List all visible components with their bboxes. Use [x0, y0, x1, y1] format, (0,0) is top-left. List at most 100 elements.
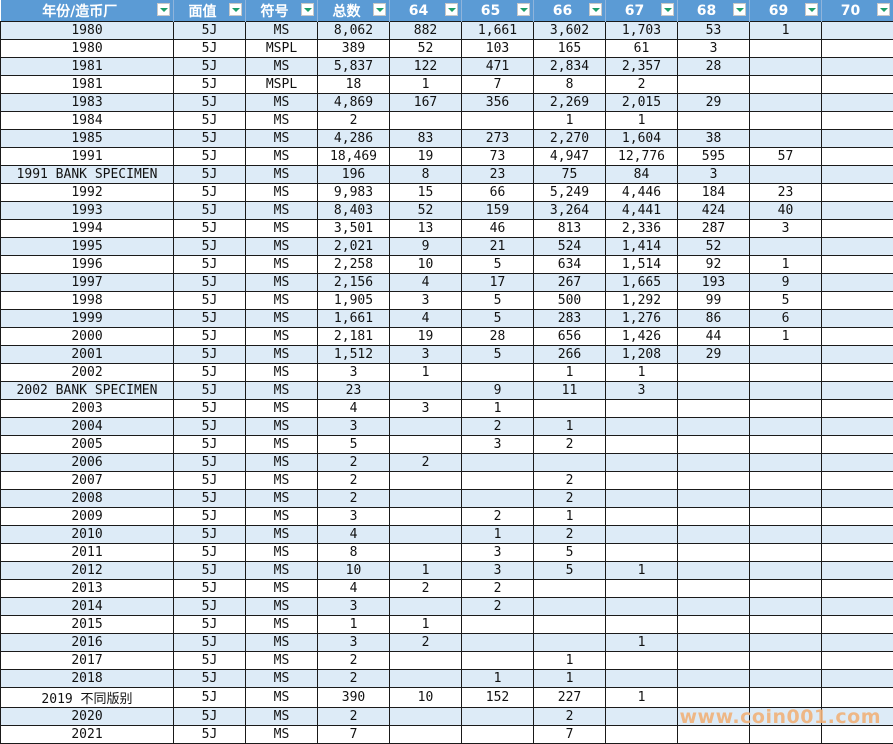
- table-cell[interactable]: 2015: [1, 616, 174, 634]
- filter-dropdown-icon[interactable]: [589, 3, 602, 16]
- table-cell[interactable]: [534, 616, 606, 634]
- table-cell[interactable]: 5J: [174, 652, 246, 670]
- table-cell[interactable]: 4,446: [606, 184, 678, 202]
- table-cell[interactable]: [678, 76, 750, 94]
- table-cell[interactable]: [678, 508, 750, 526]
- table-cell[interactable]: 2,156: [318, 274, 390, 292]
- table-cell[interactable]: [750, 238, 822, 256]
- table-cell[interactable]: 75: [534, 166, 606, 184]
- table-cell[interactable]: [822, 634, 893, 652]
- table-cell[interactable]: 5J: [174, 40, 246, 58]
- table-cell[interactable]: 5J: [174, 508, 246, 526]
- table-cell[interactable]: [678, 652, 750, 670]
- table-cell[interactable]: MS: [246, 22, 318, 40]
- table-cell[interactable]: MS: [246, 364, 318, 382]
- table-cell[interactable]: [750, 634, 822, 652]
- table-cell[interactable]: [750, 130, 822, 148]
- table-cell[interactable]: 23: [750, 184, 822, 202]
- table-cell[interactable]: 595: [678, 148, 750, 166]
- table-cell[interactable]: 92: [678, 256, 750, 274]
- table-cell[interactable]: [822, 346, 893, 364]
- table-cell[interactable]: 3: [390, 346, 462, 364]
- table-cell[interactable]: 1: [534, 112, 606, 130]
- table-cell[interactable]: [822, 490, 893, 508]
- table-cell[interactable]: [462, 454, 534, 472]
- table-cell[interactable]: 11: [534, 382, 606, 400]
- table-cell[interactable]: 21: [462, 238, 534, 256]
- table-cell[interactable]: 103: [462, 40, 534, 58]
- table-cell[interactable]: 5J: [174, 346, 246, 364]
- table-cell[interactable]: 1,292: [606, 292, 678, 310]
- table-cell[interactable]: [822, 310, 893, 328]
- table-cell[interactable]: [822, 382, 893, 400]
- column-header[interactable]: 66: [534, 0, 606, 22]
- table-cell[interactable]: 5: [318, 436, 390, 454]
- table-cell[interactable]: 5J: [174, 58, 246, 76]
- table-cell[interactable]: 66: [462, 184, 534, 202]
- filter-dropdown-icon[interactable]: [373, 3, 386, 16]
- table-cell[interactable]: MS: [246, 726, 318, 744]
- table-cell[interactable]: 1,661: [462, 22, 534, 40]
- table-cell[interactable]: 5: [462, 310, 534, 328]
- table-cell[interactable]: MS: [246, 454, 318, 472]
- table-cell[interactable]: 5J: [174, 670, 246, 688]
- table-cell[interactable]: [606, 616, 678, 634]
- table-cell[interactable]: 5J: [174, 148, 246, 166]
- table-cell[interactable]: [750, 472, 822, 490]
- filter-dropdown-icon[interactable]: [157, 3, 170, 16]
- table-cell[interactable]: 5J: [174, 310, 246, 328]
- table-cell[interactable]: 3: [678, 40, 750, 58]
- table-cell[interactable]: 500: [534, 292, 606, 310]
- table-cell[interactable]: [678, 634, 750, 652]
- table-cell[interactable]: 9,983: [318, 184, 390, 202]
- table-cell[interactable]: 2: [462, 418, 534, 436]
- table-cell[interactable]: 159: [462, 202, 534, 220]
- table-cell[interactable]: [606, 454, 678, 472]
- table-cell[interactable]: [606, 544, 678, 562]
- table-cell[interactable]: 18: [318, 76, 390, 94]
- table-cell[interactable]: 1992: [1, 184, 174, 202]
- table-cell[interactable]: [678, 436, 750, 454]
- table-cell[interactable]: 193: [678, 274, 750, 292]
- table-cell[interactable]: 165: [534, 40, 606, 58]
- table-cell[interactable]: MS: [246, 274, 318, 292]
- table-cell[interactable]: 1,604: [606, 130, 678, 148]
- table-cell[interactable]: 2,181: [318, 328, 390, 346]
- table-cell[interactable]: 3: [318, 418, 390, 436]
- table-cell[interactable]: [606, 526, 678, 544]
- table-cell[interactable]: 10: [318, 562, 390, 580]
- table-cell[interactable]: [390, 472, 462, 490]
- table-cell[interactable]: 389: [318, 40, 390, 58]
- table-cell[interactable]: [822, 328, 893, 346]
- table-cell[interactable]: 5J: [174, 238, 246, 256]
- table-cell[interactable]: 1,703: [606, 22, 678, 40]
- table-cell[interactable]: 2: [318, 454, 390, 472]
- table-cell[interactable]: [822, 418, 893, 436]
- table-cell[interactable]: MS: [246, 616, 318, 634]
- table-cell[interactable]: 3,501: [318, 220, 390, 238]
- table-cell[interactable]: 5J: [174, 634, 246, 652]
- table-cell[interactable]: 17: [462, 274, 534, 292]
- table-cell[interactable]: [822, 76, 893, 94]
- table-cell[interactable]: 86: [678, 310, 750, 328]
- table-cell[interactable]: 1983: [1, 94, 174, 112]
- table-cell[interactable]: [750, 454, 822, 472]
- table-cell[interactable]: [678, 418, 750, 436]
- table-cell[interactable]: 84: [606, 166, 678, 184]
- table-cell[interactable]: [822, 202, 893, 220]
- table-cell[interactable]: 5: [534, 562, 606, 580]
- table-cell[interactable]: 1,208: [606, 346, 678, 364]
- table-cell[interactable]: 1: [534, 670, 606, 688]
- table-cell[interactable]: 8,403: [318, 202, 390, 220]
- table-cell[interactable]: MS: [246, 346, 318, 364]
- table-cell[interactable]: [462, 364, 534, 382]
- table-cell[interactable]: 2: [534, 436, 606, 454]
- table-cell[interactable]: 5J: [174, 76, 246, 94]
- table-cell[interactable]: [534, 400, 606, 418]
- table-cell[interactable]: [606, 598, 678, 616]
- table-cell[interactable]: 4: [318, 526, 390, 544]
- table-cell[interactable]: 38: [678, 130, 750, 148]
- table-cell[interactable]: [750, 652, 822, 670]
- table-cell[interactable]: 29: [678, 346, 750, 364]
- table-cell[interactable]: 424: [678, 202, 750, 220]
